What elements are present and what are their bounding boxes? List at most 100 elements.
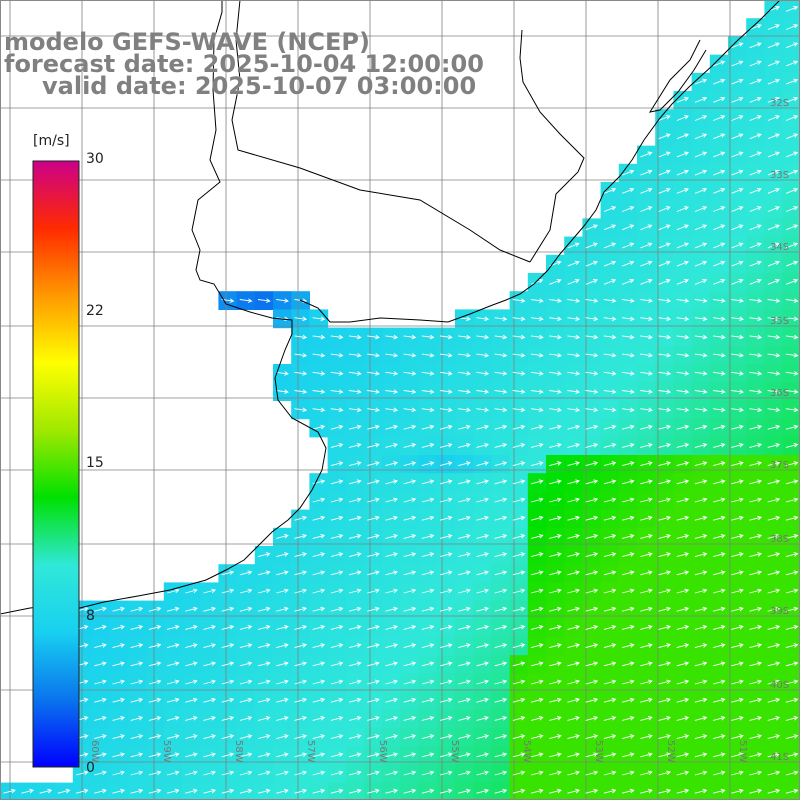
latitude-labels: 32S 33S 34S 35S 36S 37S 38S 39S 40S 41S	[770, 98, 789, 763]
wind-arrow	[512, 734, 526, 740]
wind-arrow	[312, 752, 326, 758]
wind-arrow	[439, 407, 453, 413]
wind-arrow	[439, 424, 453, 430]
wind-arrow	[494, 533, 508, 539]
wind-arrow	[148, 624, 162, 630]
wind-arrow	[494, 606, 508, 612]
wind-arrow	[549, 715, 562, 721]
wind-arrow	[785, 533, 799, 539]
wind-arrow	[603, 352, 617, 358]
wind-arrow	[494, 352, 508, 358]
wind-arrow	[221, 715, 235, 721]
wind-arrow	[367, 588, 380, 594]
wind-arrow	[512, 442, 526, 448]
wind-arrow	[694, 442, 708, 448]
wind-arrow	[458, 770, 471, 776]
wind-arrow	[603, 606, 617, 612]
wind-arrow	[658, 697, 671, 703]
wind-arrow	[439, 661, 453, 667]
wind-arrow	[749, 734, 762, 740]
wind-arrow	[603, 334, 617, 340]
wind-arrow	[749, 260, 762, 267]
wind-arrow	[203, 752, 216, 758]
wind-arrow	[585, 515, 599, 521]
wind-arrow	[640, 643, 653, 649]
wind-arrow	[385, 461, 398, 467]
lon-label: 55W	[449, 740, 460, 763]
wind-arrow	[567, 316, 581, 322]
wind-arrow	[731, 442, 744, 448]
wind-arrow	[549, 624, 562, 630]
wind-arrow	[512, 479, 526, 485]
wind-arrow	[330, 679, 344, 685]
wind-arrow	[403, 479, 417, 485]
wind-arrow	[731, 371, 744, 376]
wind-arrow	[239, 788, 253, 794]
wind-arrow	[221, 588, 235, 594]
wind-arrow	[603, 533, 617, 539]
wind-arrow	[257, 298, 271, 303]
wind-arrow	[694, 624, 708, 630]
wind-arrow	[221, 788, 235, 794]
wind-arrow	[330, 588, 344, 594]
wind-arrow	[585, 715, 599, 721]
wind-arrow	[658, 352, 672, 358]
wind-arrow	[512, 352, 526, 358]
wind-arrow	[712, 734, 726, 740]
wind-arrow	[494, 371, 508, 376]
wind-arrow	[640, 788, 653, 794]
wind-arrow	[21, 788, 34, 794]
wind-arrow	[621, 552, 635, 558]
wind-arrow	[421, 352, 435, 358]
wind-arrow	[567, 497, 580, 503]
wind-arrow	[785, 479, 799, 485]
wind-arrow	[203, 734, 216, 740]
wind-arrow	[731, 734, 744, 740]
wind-arrow	[348, 715, 362, 721]
wind-arrow	[731, 788, 744, 794]
wind-arrow	[512, 770, 526, 776]
wind-arrow	[621, 371, 635, 376]
wind-arrow	[585, 643, 599, 649]
wind-arrow	[75, 788, 89, 794]
wind-arrow	[694, 752, 708, 758]
wind-arrow	[148, 661, 162, 667]
wind-arrow	[348, 661, 362, 667]
wind-arrow	[785, 389, 799, 394]
wind-arrow	[276, 770, 289, 776]
colorbar-unit: [m/s]	[33, 133, 70, 149]
wind-arrow	[439, 624, 453, 630]
wind-arrow	[640, 407, 653, 413]
wind-arrow	[785, 606, 799, 612]
wind-arrow	[622, 169, 635, 176]
wind-arrow	[312, 588, 326, 594]
wind-arrow	[731, 770, 744, 776]
wind-arrow	[185, 679, 198, 685]
wind-arrow	[567, 643, 580, 649]
wind-arrow	[640, 298, 653, 303]
wind-arrow	[439, 679, 453, 685]
wind-arrow	[330, 442, 344, 448]
wind-arrow	[676, 715, 690, 721]
wind-arrow	[367, 606, 380, 612]
wind-arrow	[676, 497, 690, 503]
wind-arrow	[767, 552, 781, 558]
wind-arrow	[403, 752, 417, 758]
wind-arrow	[658, 606, 671, 612]
wind-arrow	[421, 389, 435, 394]
wind-arrow	[549, 552, 562, 558]
wind-arrow	[476, 679, 489, 685]
wind-arrow	[476, 424, 489, 430]
forecast-date: forecast date: 2025-10-04 12:00:00	[4, 50, 484, 78]
wind-arrow	[476, 334, 490, 340]
wind-arrow	[257, 624, 271, 630]
wind-arrow	[585, 679, 599, 685]
wind-arrow	[712, 533, 726, 539]
wind-arrow	[767, 788, 781, 794]
wind-arrow	[367, 624, 380, 630]
wind-arrow	[494, 643, 508, 649]
wind-arrow	[330, 352, 344, 358]
wind-arrow	[239, 606, 253, 612]
wind-arrow	[203, 697, 216, 703]
